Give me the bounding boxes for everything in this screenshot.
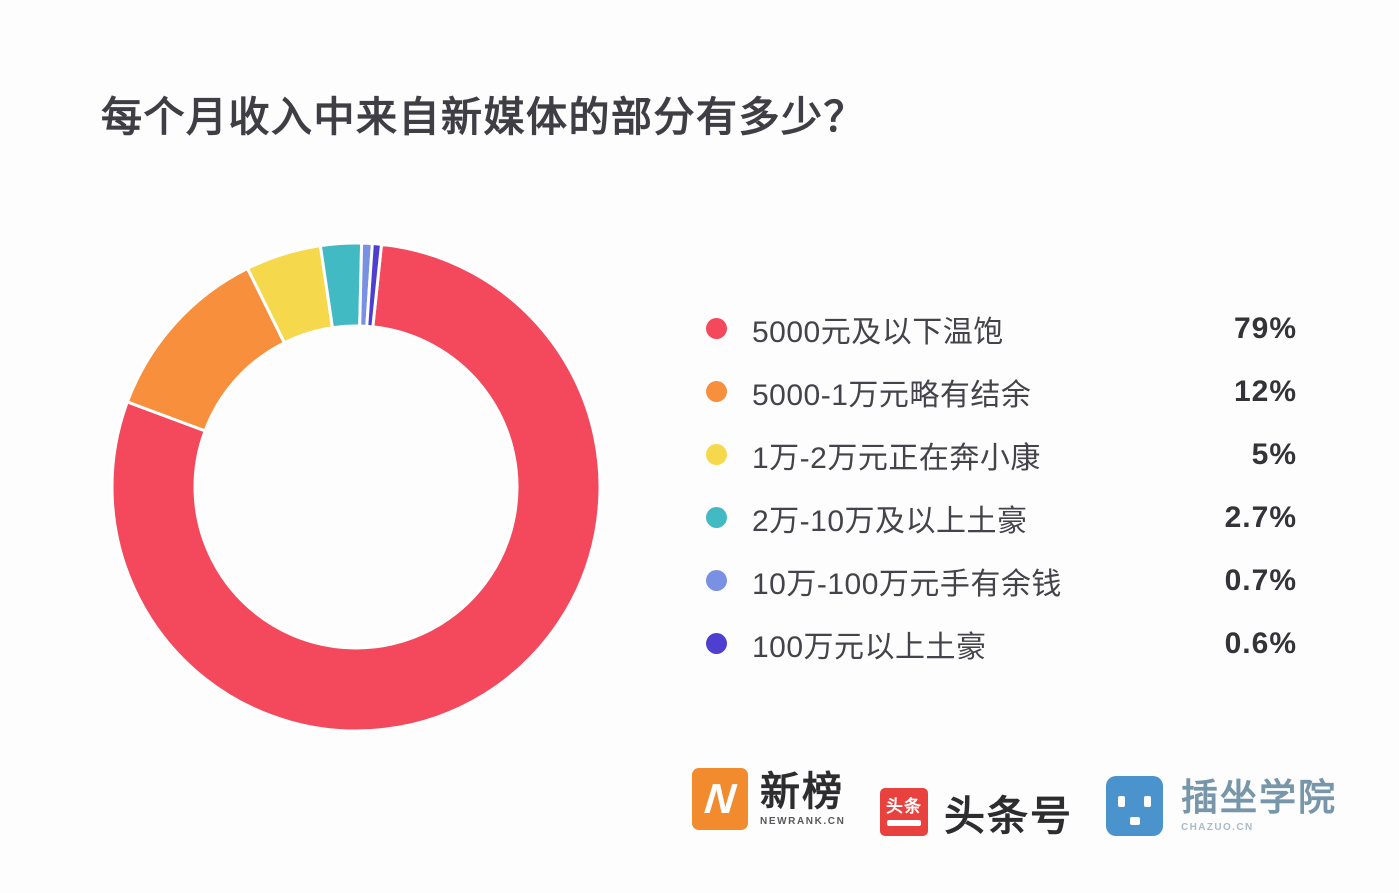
- legend-value: 12%: [1233, 374, 1297, 408]
- legend-label: 100万元以上土豪: [752, 630, 987, 664]
- legend-item: 5000元及以下温饱 79%: [706, 297, 1297, 360]
- legend-label: 1万-2万元正在奔小康: [752, 441, 1041, 475]
- newrank-logo-subtext: NEWRANK.CN: [760, 816, 846, 827]
- chart-legend: 5000元及以下温饱 79% 5000-1万元略有结余 12% 1万-2万元正在…: [706, 297, 1297, 675]
- chazuo-logo-subtext: CHAZUO.CN: [1181, 821, 1254, 833]
- legend-value: 0.6%: [1224, 626, 1297, 660]
- newrank-n-glyph: N: [702, 775, 738, 822]
- chazuo-eye-icon: [1144, 796, 1151, 807]
- legend-value: 0.7%: [1224, 563, 1297, 597]
- toutiao-logo-text: 头条号: [944, 793, 1073, 839]
- donut-slice-0: [110, 242, 602, 733]
- toutiao-logo-icon: 头条: [880, 788, 928, 836]
- chart-title: 每个月收入中来自新媒体的部分有多少？: [101, 94, 866, 140]
- toutiao-badge-bar: [887, 820, 921, 826]
- legend-label: 5000元及以下温饱: [752, 315, 1004, 349]
- toutiao-badge-text: 头条: [886, 797, 922, 816]
- legend-swatch-icon: [706, 633, 727, 654]
- legend-swatch-icon: [706, 507, 727, 528]
- legend-value: 5%: [1251, 437, 1297, 471]
- newrank-logo: N 新榜 NEWRANK.CN: [692, 768, 845, 830]
- chazuo-face-icon: [1106, 776, 1163, 836]
- chazuo-mouth-icon: [1129, 817, 1140, 825]
- newrank-logo-text: 新榜: [760, 770, 844, 814]
- legend-item: 1万-2万元正在奔小康 5%: [706, 423, 1297, 486]
- legend-item: 5000-1万元略有结余 12%: [706, 360, 1297, 423]
- legend-item: 100万元以上土豪 0.6%: [706, 612, 1297, 675]
- legend-item: 2万-10万及以上土豪 2.7%: [706, 486, 1297, 549]
- legend-swatch-icon: [706, 381, 727, 402]
- legend-swatch-icon: [706, 444, 727, 465]
- legend-label: 2万-10万及以上土豪: [752, 504, 1028, 538]
- chazuo-logo: 插坐学院 CHAZUO.CN: [1106, 776, 1337, 836]
- chazuo-logo-text: 插坐学院: [1181, 777, 1337, 819]
- legend-item: 10万-100万元手有余钱 0.7%: [706, 549, 1297, 612]
- legend-value: 2.7%: [1224, 500, 1297, 534]
- newrank-logo-icon: N: [692, 768, 748, 830]
- legend-swatch-icon: [706, 318, 727, 339]
- legend-label: 10万-100万元手有余钱: [752, 567, 1062, 601]
- legend-value: 79%: [1233, 311, 1297, 345]
- donut-chart: [109, 240, 603, 734]
- legend-label: 5000-1万元略有结余: [752, 378, 1032, 412]
- toutiao-logo: 头条 头条号: [880, 782, 1073, 842]
- donut-chart-svg: [110, 241, 602, 733]
- donut-slice-5: [365, 242, 384, 329]
- legend-swatch-icon: [706, 570, 727, 591]
- chazuo-eye-icon: [1118, 796, 1125, 807]
